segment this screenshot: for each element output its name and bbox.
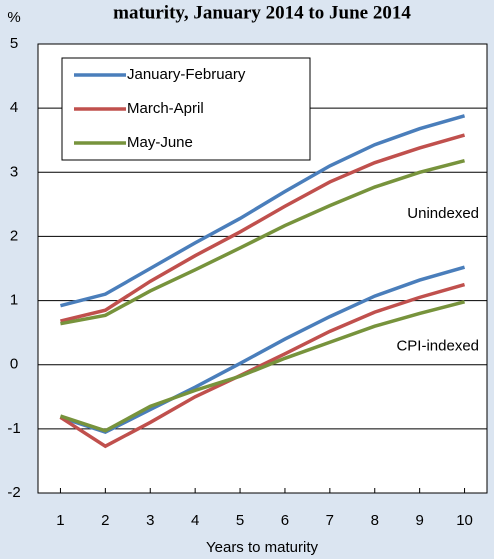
x-tick-label: 8 (371, 512, 379, 529)
series-line (59, 282, 466, 449)
y-tick-label: 2 (10, 227, 18, 244)
legend-label: May-June (127, 134, 193, 151)
x-tick-label: 4 (191, 512, 199, 529)
x-tick-label: 7 (326, 512, 334, 529)
y-unit: % (7, 9, 20, 26)
series-line (60, 133, 466, 323)
plot-border (37, 43, 488, 494)
x-axis-label: Years to maturity (206, 539, 318, 556)
y-tick-label: -1 (7, 420, 20, 437)
series-line (59, 300, 465, 433)
x-tick-label: 9 (415, 512, 423, 529)
y-tick-label: -2 (7, 484, 20, 501)
annotation: CPI-indexed (396, 338, 479, 355)
y-tick-label: 3 (10, 163, 18, 180)
chart-title: maturity, January 2014 to June 2014 (113, 2, 411, 23)
legend-label: March-April (127, 100, 204, 117)
legend-label: January-February (127, 66, 246, 83)
series-line (59, 265, 466, 434)
x-tick-label: 5 (236, 512, 244, 529)
y-tick-label: 0 (10, 356, 18, 373)
x-tick-label: 10 (456, 512, 473, 529)
series-line (60, 159, 465, 326)
y-tick-label: 5 (10, 35, 18, 52)
x-tick-label: 3 (146, 512, 154, 529)
legend: January-February March-April May-June (61, 57, 311, 161)
y-tick-label: 4 (10, 99, 18, 116)
y-tick-label: 1 (10, 292, 18, 309)
series-line (60, 114, 466, 308)
annotation: Unindexed (407, 205, 479, 222)
x-tick-label: 6 (281, 512, 289, 529)
x-tick-label: 2 (101, 512, 109, 529)
x-tick-label: 1 (56, 512, 64, 529)
